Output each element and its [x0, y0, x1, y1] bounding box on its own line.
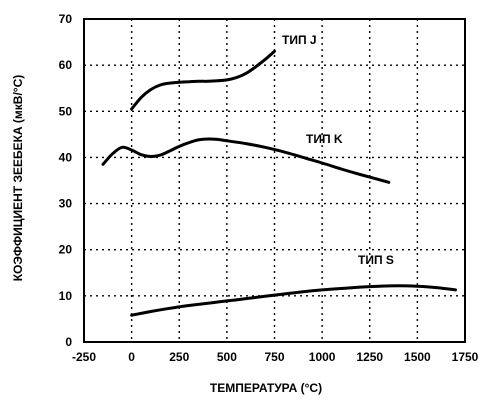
tick-labels: -250 0 250 500 750 1000 1250 1500 17500102030405…	[59, 12, 479, 364]
x-tick-label: 1750	[452, 350, 479, 364]
y-tick-label: 60	[59, 58, 73, 72]
x-tick-label: 1500	[404, 350, 431, 364]
series-label-2: ТИП K	[306, 132, 343, 146]
y-tick-label: 0	[65, 335, 72, 349]
y-tick-label: 50	[59, 104, 73, 118]
plot-frame	[83, 18, 466, 343]
x-tick-label: -250	[72, 350, 96, 364]
series-line-2	[101, 137, 391, 184]
y-tick-label: 30	[59, 197, 73, 211]
x-axis-label: ТЕМПЕРАТУРА (°C)	[210, 381, 322, 395]
series-label-3: ТИП S	[358, 253, 394, 267]
series-labels: ТИП J ТИП K ТИП S	[282, 33, 394, 267]
x-tick-label: 0	[128, 350, 135, 364]
y-tick-label: 40	[59, 150, 73, 164]
series-label-1: ТИП J	[282, 33, 317, 47]
series-line-3	[130, 284, 457, 317]
y-tick-label: 10	[59, 289, 73, 303]
series-lines	[101, 49, 457, 317]
x-tick-label: 1250	[356, 350, 383, 364]
y-axis-label: КОЭФФИЦИЕНТ ЗЕЕБЕКА (мкВ/°C)	[11, 75, 25, 282]
series-line-1	[130, 49, 276, 111]
grid-lines	[84, 19, 465, 342]
x-tick-label: 250	[169, 350, 189, 364]
x-tick-label: 500	[217, 350, 237, 364]
y-tick-label: 70	[59, 12, 73, 26]
x-tick-label: 1000	[309, 350, 336, 364]
y-tick-label: 20	[59, 243, 73, 257]
x-tick-label: 750	[264, 350, 284, 364]
